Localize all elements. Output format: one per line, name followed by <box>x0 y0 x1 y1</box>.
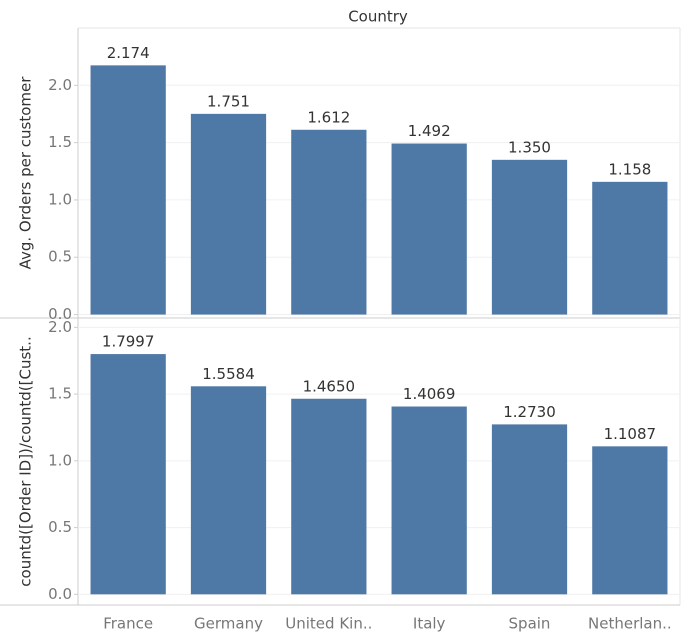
y-tick-label: 0.5 <box>48 248 72 266</box>
x-tick-label: Spain <box>509 615 551 633</box>
y-tick-label: 1.5 <box>48 133 72 151</box>
y-tick-label: 1.0 <box>48 190 72 208</box>
value-label: 1.492 <box>408 122 451 140</box>
x-tick-label: United Kin.. <box>285 615 372 633</box>
value-label: 2.174 <box>107 44 150 62</box>
y-tick-label: 2.0 <box>48 318 72 336</box>
value-label: 1.612 <box>307 108 350 126</box>
bar <box>291 398 367 595</box>
x-tick-label: Italy <box>413 615 446 633</box>
bar <box>90 354 166 595</box>
y-tick-label: 0.0 <box>48 305 72 323</box>
value-label: 1.5584 <box>202 365 255 383</box>
y-tick-label: 0.0 <box>48 585 72 603</box>
x-tick-label: France <box>103 615 153 633</box>
bar <box>291 129 367 315</box>
bar <box>491 424 568 595</box>
y-axis-title: Avg. Orders per customer <box>17 76 35 270</box>
value-label: 1.751 <box>207 92 250 110</box>
value-label: 1.1087 <box>604 425 657 443</box>
y-tick-label: 1.0 <box>48 451 72 469</box>
y-tick-label: 1.5 <box>48 385 72 403</box>
value-label: 1.4650 <box>303 377 356 395</box>
value-label: 1.2730 <box>503 403 556 421</box>
value-label: 1.350 <box>508 138 551 156</box>
x-axis-title: Country <box>348 8 408 26</box>
y-tick-label: 2.0 <box>48 76 72 94</box>
bar <box>391 406 467 595</box>
bar <box>491 159 568 315</box>
bar <box>592 446 668 595</box>
value-label: 1.7997 <box>102 333 155 351</box>
y-tick-label: 0.5 <box>48 518 72 536</box>
y-axis-title: countd([Order ID])/countd([Cust.. <box>17 336 35 586</box>
bar <box>190 113 267 315</box>
bar <box>592 181 668 315</box>
bar <box>90 65 166 315</box>
value-label: 1.4069 <box>403 385 456 403</box>
x-tick-label: Germany <box>194 615 263 633</box>
x-tick-label: Netherlan.. <box>588 615 672 633</box>
bar <box>391 143 467 315</box>
value-label: 1.158 <box>608 160 651 178</box>
bar <box>190 386 267 595</box>
